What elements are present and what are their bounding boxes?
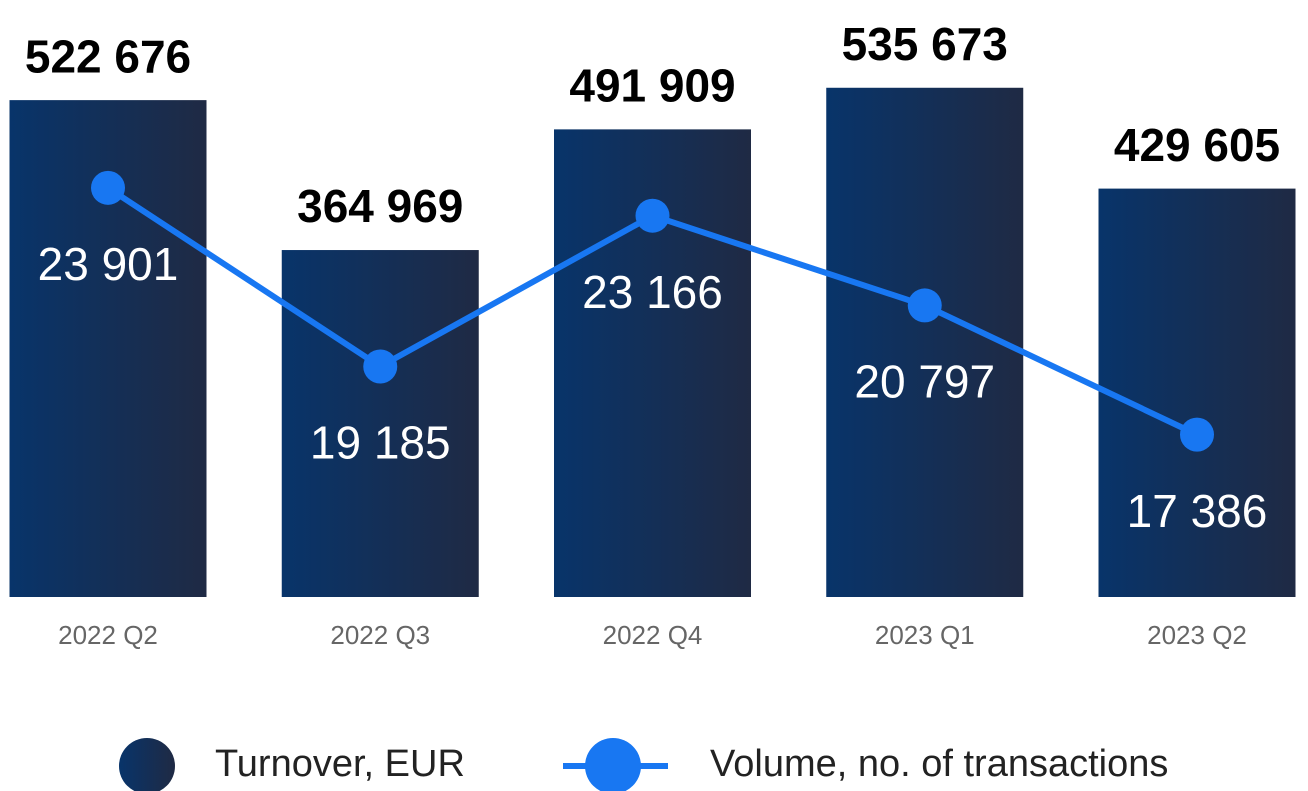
bar: [1098, 188, 1296, 597]
legend-label: Turnover, EUR: [215, 743, 465, 785]
bar-value-label: 535 673: [842, 18, 1008, 70]
line-marker: [907, 288, 942, 323]
bar-value-label: 491 909: [569, 60, 735, 112]
line-marker: [363, 349, 398, 384]
bar: [281, 250, 479, 597]
x-tick-label: 2022 Q4: [603, 620, 703, 650]
bar-value-label: 429 605: [1114, 119, 1280, 171]
line-value-label: 17 386: [1127, 485, 1268, 537]
x-tick-label: 2022 Q2: [58, 620, 158, 650]
line-value-label: 19 185: [310, 417, 451, 469]
line-value-label: 20 797: [854, 356, 995, 408]
x-tick-label: 2023 Q2: [1147, 620, 1247, 650]
bar-value-label: 364 969: [297, 180, 463, 232]
legend-marker: [585, 738, 641, 791]
legend-swatch: [119, 738, 175, 791]
bar-value-label: 522 676: [25, 30, 191, 82]
line-value-label: 23 901: [38, 238, 179, 290]
x-tick-label: 2023 Q1: [875, 620, 975, 650]
legend-label: Volume, no. of transactions: [710, 743, 1168, 785]
line-marker: [635, 198, 670, 233]
line-marker: [1180, 417, 1214, 452]
bar: [826, 87, 1024, 597]
x-tick-label: 2022 Q3: [330, 620, 430, 650]
line-value-label: 23 166: [582, 266, 723, 318]
line-marker: [91, 170, 125, 205]
